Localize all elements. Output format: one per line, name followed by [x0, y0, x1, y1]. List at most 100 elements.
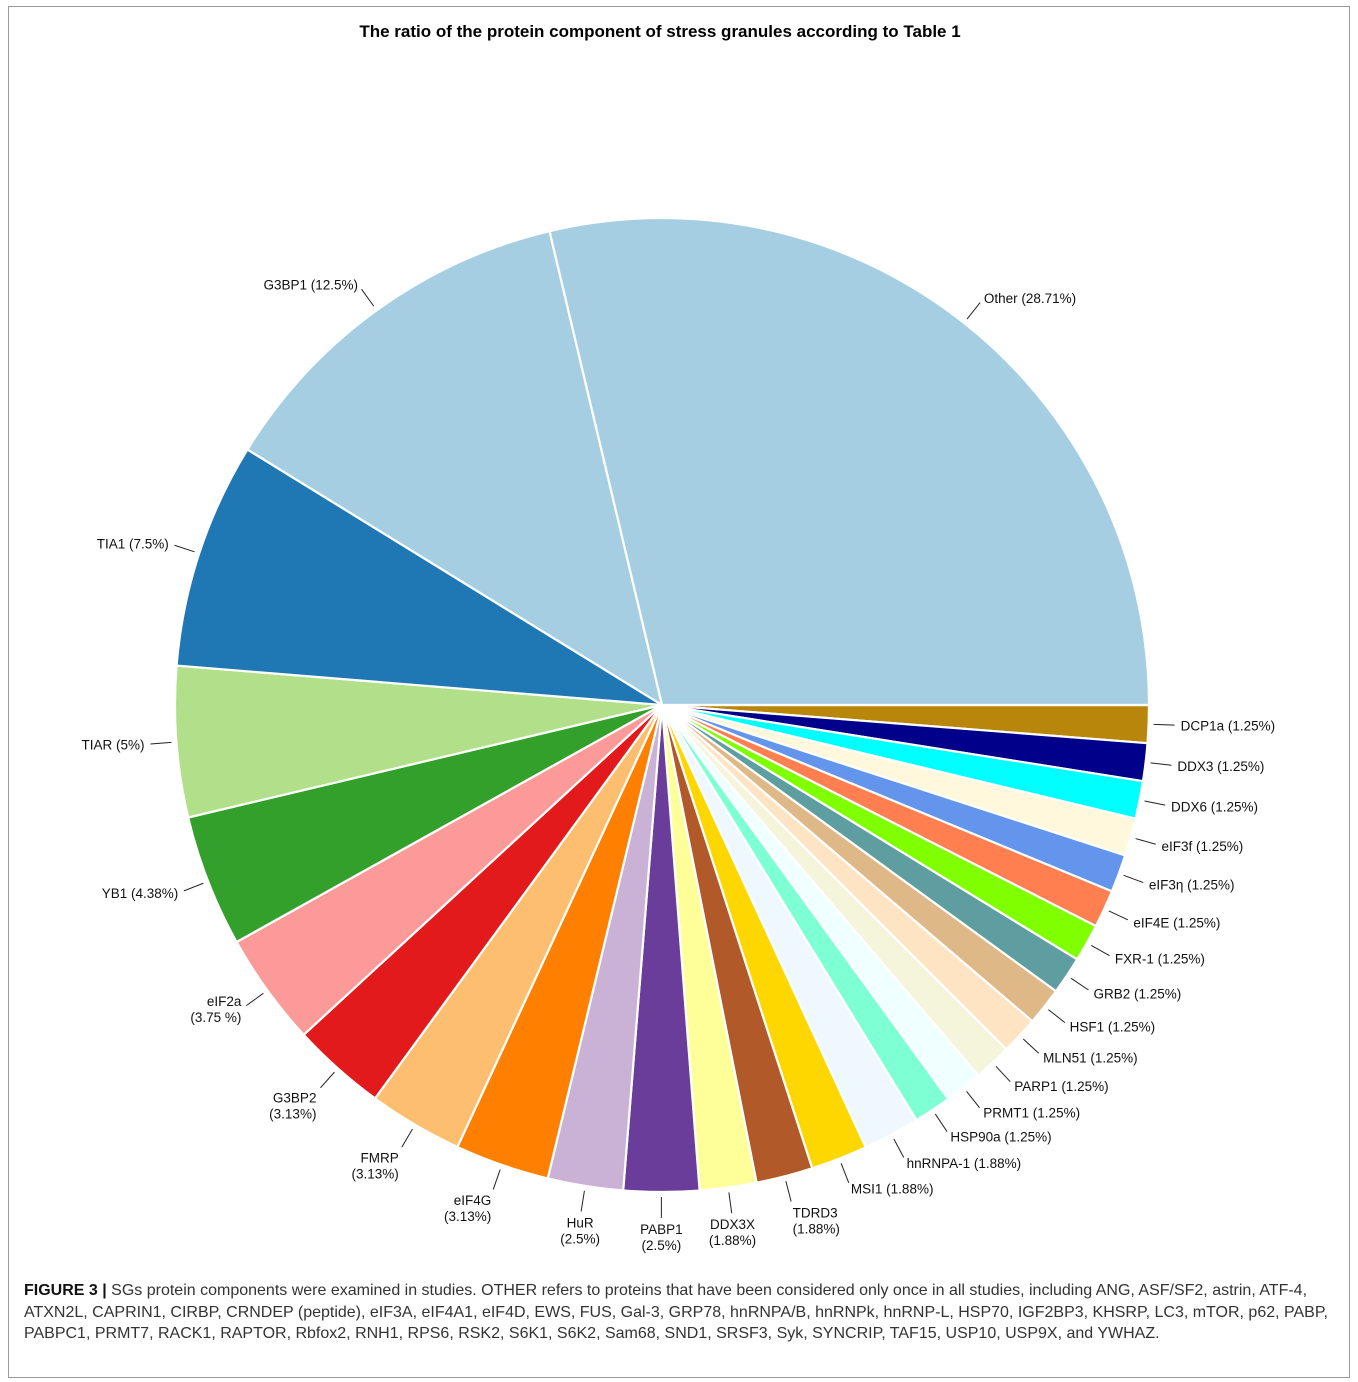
leader-line-g3bp1-12-5 — [361, 288, 375, 307]
slice-label-line: DDX3X — [710, 1217, 755, 1232]
slice-label-line: FMRP — [361, 1150, 399, 1165]
slice-labels: DCP1a (1.25%) DDX3 (1.25%) DDX6 (1.25%) eIF… — [81, 277, 1275, 1253]
leader-line-eif3f-1-25 — [1135, 838, 1156, 845]
slice-label-line: MSI1 (1.88%) — [851, 1181, 934, 1196]
slice-label-tiar-5: TIAR (5%) — [81, 737, 144, 752]
slice-label-g3bp2-3-13: G3BP2 (3.13%) — [269, 1090, 316, 1121]
slice-label-ddx3x-1-88: DDX3X (1.88%) — [709, 1217, 756, 1248]
slice-label-line: eIF2a — [207, 994, 242, 1009]
pie-chart: DCP1a (1.25%) DDX3 (1.25%) DDX6 (1.25%) eIF… — [81, 216, 1275, 1253]
slice-label-line: eIF3η (1.25%) — [1149, 878, 1235, 893]
slice-label-line: TDRD3 — [793, 1205, 838, 1220]
slice-label-mln51-1-25: MLN51 (1.25%) — [1043, 1050, 1138, 1065]
slice-label-eif4e-1-25: eIF4E (1.25%) — [1133, 915, 1220, 930]
slice-label-line: PRMT1 (1.25%) — [983, 1106, 1080, 1121]
leader-line-ddx6-1-25 — [1144, 800, 1166, 806]
leader-line-fxr-1-1-25 — [1091, 944, 1110, 957]
slice-label-dcp1a-1-25: DCP1a (1.25%) — [1181, 718, 1276, 733]
slice-label-hur-2-5: HuR (2.5%) — [560, 1216, 600, 1247]
slice-label-fmrp-3-13: FMRP (3.13%) — [352, 1150, 399, 1181]
label-leader-lines — [150, 288, 1175, 1219]
pie-slice-tiar-5 — [173, 664, 663, 819]
leader-line-mln51-1-25 — [1022, 1038, 1040, 1054]
leader-line-eif4e-1-25 — [1108, 910, 1129, 921]
slice-label-line: eIF4E (1.25%) — [1133, 915, 1220, 930]
figure-caption: FIGURE 3 | SGs protein components were e… — [24, 1280, 1334, 1345]
leader-line-hur-2-5 — [580, 1190, 585, 1212]
slice-label-line: G3BP1 (12.5%) — [263, 277, 358, 292]
slice-label-line: DCP1a (1.25%) — [1181, 718, 1276, 733]
leader-line-grb2-1-25 — [1070, 977, 1089, 991]
slice-label-eif3f-1-25: eIF3f (1.25%) — [1162, 839, 1244, 854]
leader-line-other-28-71 — [966, 302, 981, 320]
leader-line-tiar-5 — [150, 741, 172, 745]
slice-label-ddx6-1-25: DDX6 (1.25%) — [1171, 799, 1258, 814]
slice-label-hsp90a-1-25: HSP90a (1.25%) — [950, 1130, 1051, 1145]
slice-label-line: GRB2 (1.25%) — [1094, 986, 1182, 1001]
leader-line-eif2a-3-75 — [246, 992, 264, 1007]
slice-label-line: (1.88%) — [709, 1233, 756, 1248]
slice-label-line: DDX6 (1.25%) — [1171, 799, 1258, 814]
slice-label-line: PABP1 — [640, 1222, 683, 1237]
slice-label-ddx3-1-25: DDX3 (1.25%) — [1177, 759, 1264, 774]
slice-label-eif2a-3-75: eIF2a (3.75 %) — [190, 994, 242, 1025]
slice-label-eif3-1-25: eIF3η (1.25%) — [1149, 878, 1235, 893]
slice-label-msi1-1-88: MSI1 (1.88%) — [851, 1181, 934, 1196]
slice-label-line: HSF1 (1.25%) — [1070, 1019, 1156, 1034]
slice-label-line: TIAR (5%) — [81, 737, 144, 752]
leader-line-prmt1-1-25 — [966, 1091, 980, 1109]
leader-line-tdrd3-1-88 — [785, 1181, 792, 1202]
leader-line-fmrp-3-13 — [401, 1128, 413, 1148]
slice-label-line: Other (28.71%) — [984, 291, 1076, 306]
slice-label-line: (2.5%) — [560, 1232, 600, 1247]
slice-label-eif4g-3-13: eIF4G (3.13%) — [444, 1193, 491, 1224]
pie-slice-tia1-7-5 — [175, 447, 663, 707]
leader-line-g3bp2-3-13 — [320, 1071, 335, 1089]
slice-label-hsf1-1-25: HSF1 (1.25%) — [1070, 1019, 1156, 1034]
slice-label-grb2-1-25: GRB2 (1.25%) — [1094, 986, 1182, 1001]
slice-label-g3bp1-12-5: G3BP1 (12.5%) — [263, 277, 358, 292]
slice-label-line: (3.13%) — [444, 1209, 491, 1224]
figure-frame — [8, 6, 1350, 1378]
slice-label-line: eIF4G — [454, 1193, 492, 1208]
slice-label-fxr-1-1-25: FXR-1 (1.25%) — [1115, 952, 1205, 967]
slice-label-hnrnpa-1-1-88: hnRNPA-1 (1.88%) — [907, 1156, 1022, 1171]
slice-label-line: MLN51 (1.25%) — [1043, 1050, 1138, 1065]
slice-label-line: TIA1 (7.5%) — [97, 536, 169, 551]
slice-label-line: DDX3 (1.25%) — [1177, 759, 1264, 774]
slice-label-prmt1-1-25: PRMT1 (1.25%) — [983, 1106, 1080, 1121]
pie-slice-other-28-71 — [548, 216, 1151, 707]
leader-line-tia1-7-5 — [174, 544, 195, 553]
slice-label-pabp1-2-5: PABP1 (2.5%) — [640, 1222, 683, 1253]
leader-line-hsf1-1-25 — [1048, 1009, 1066, 1023]
slice-label-yb1-4-38: YB1 (4.38%) — [102, 886, 179, 901]
slice-label-line: HSP90a (1.25%) — [950, 1130, 1051, 1145]
slice-label-line: YB1 (4.38%) — [102, 886, 179, 901]
slice-label-line: (3.13%) — [269, 1106, 316, 1121]
caption-text: SGs protein components were examined in … — [24, 1282, 1328, 1342]
slice-label-line: eIF3f (1.25%) — [1162, 839, 1244, 854]
slice-label-parp1-1-25: PARP1 (1.25%) — [1014, 1079, 1108, 1094]
leader-line-hnrnpa-1-1-88 — [893, 1138, 905, 1158]
leader-line-ddx3x-1-88 — [728, 1192, 733, 1214]
slice-label-line: HuR — [567, 1216, 594, 1231]
leader-line-ddx3-1-25 — [1150, 762, 1172, 766]
slice-label-tia1-7-5: TIA1 (7.5%) — [97, 536, 169, 551]
slice-label-line: (3.75 %) — [190, 1010, 241, 1025]
caption-label: FIGURE 3 | — [24, 1282, 107, 1299]
leader-line-hsp90a-1-25 — [934, 1113, 948, 1132]
leader-line-yb1-4-38 — [183, 882, 204, 892]
slice-label-line: hnRNPA-1 (1.88%) — [907, 1156, 1022, 1171]
slice-label-tdrd3-1-88: TDRD3 (1.88%) — [793, 1205, 840, 1236]
pie-slice-g3bp1-12-5 — [245, 229, 664, 708]
slice-label-line: PARP1 (1.25%) — [1014, 1079, 1108, 1094]
leader-line-dcp1a-1-25 — [1153, 723, 1175, 726]
leader-line-msi1-1-88 — [840, 1163, 850, 1183]
leader-line-eif3-1-25 — [1123, 874, 1144, 884]
leader-line-parp1-1-25 — [995, 1065, 1011, 1083]
pie-slices — [173, 216, 1151, 1194]
leader-line-eif4g-3-13 — [492, 1169, 501, 1190]
slice-label-line: (3.13%) — [352, 1166, 399, 1181]
slice-label-other-28-71: Other (28.71%) — [984, 291, 1076, 306]
slice-label-line: (1.88%) — [793, 1221, 840, 1236]
